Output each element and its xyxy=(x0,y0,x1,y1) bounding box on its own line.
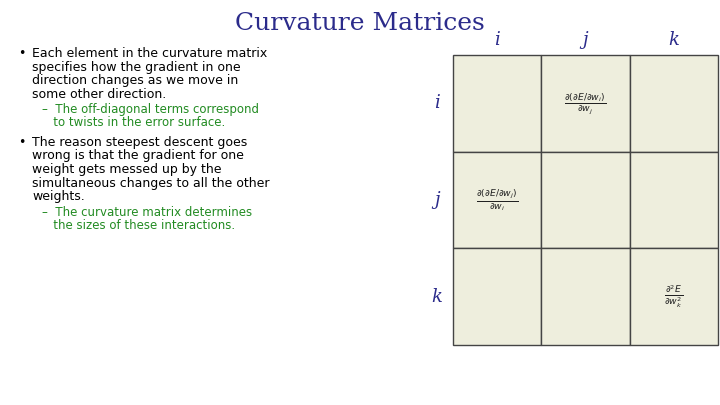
Text: weights.: weights. xyxy=(32,190,85,203)
Bar xyxy=(630,151,718,248)
Text: Curvature Matrices: Curvature Matrices xyxy=(235,12,485,35)
Text: the sizes of these interactions.: the sizes of these interactions. xyxy=(42,219,235,232)
Text: to twists in the error surface.: to twists in the error surface. xyxy=(42,117,225,130)
Text: simultaneous changes to all the other: simultaneous changes to all the other xyxy=(32,177,269,190)
Text: some other direction.: some other direction. xyxy=(32,87,166,100)
Text: k: k xyxy=(431,288,442,306)
Text: •: • xyxy=(18,47,25,60)
Text: direction changes as we move in: direction changes as we move in xyxy=(32,74,238,87)
Text: wrong is that the gradient for one: wrong is that the gradient for one xyxy=(32,149,244,162)
Text: i: i xyxy=(434,94,440,112)
Bar xyxy=(453,151,541,248)
Text: •: • xyxy=(18,136,25,149)
Text: i: i xyxy=(495,31,500,49)
Bar xyxy=(630,55,718,151)
Bar xyxy=(541,55,630,151)
Text: –  The curvature matrix determines: – The curvature matrix determines xyxy=(42,205,252,219)
Text: k: k xyxy=(668,31,679,49)
Bar xyxy=(453,248,541,345)
Text: $\frac{\partial(\partial E/\partial w_i)}{\partial w_j}$: $\frac{\partial(\partial E/\partial w_i)… xyxy=(564,91,607,116)
Bar xyxy=(541,151,630,248)
Text: weight gets messed up by the: weight gets messed up by the xyxy=(32,163,222,176)
Text: –  The off-diagonal terms correspond: – The off-diagonal terms correspond xyxy=(42,103,259,116)
Text: specifies how the gradient in one: specifies how the gradient in one xyxy=(32,60,240,73)
Text: j: j xyxy=(582,31,588,49)
Bar xyxy=(453,55,541,151)
Bar xyxy=(630,248,718,345)
Text: $\frac{\partial^2 E}{\partial w_k^2}$: $\frac{\partial^2 E}{\partial w_k^2}$ xyxy=(665,284,683,310)
Bar xyxy=(541,248,630,345)
Text: $\frac{\partial(\partial E/\partial w_j)}{\partial w_i}$: $\frac{\partial(\partial E/\partial w_j)… xyxy=(476,187,518,213)
Text: Each element in the curvature matrix: Each element in the curvature matrix xyxy=(32,47,267,60)
Text: The reason steepest descent goes: The reason steepest descent goes xyxy=(32,136,247,149)
Text: j: j xyxy=(434,191,440,209)
